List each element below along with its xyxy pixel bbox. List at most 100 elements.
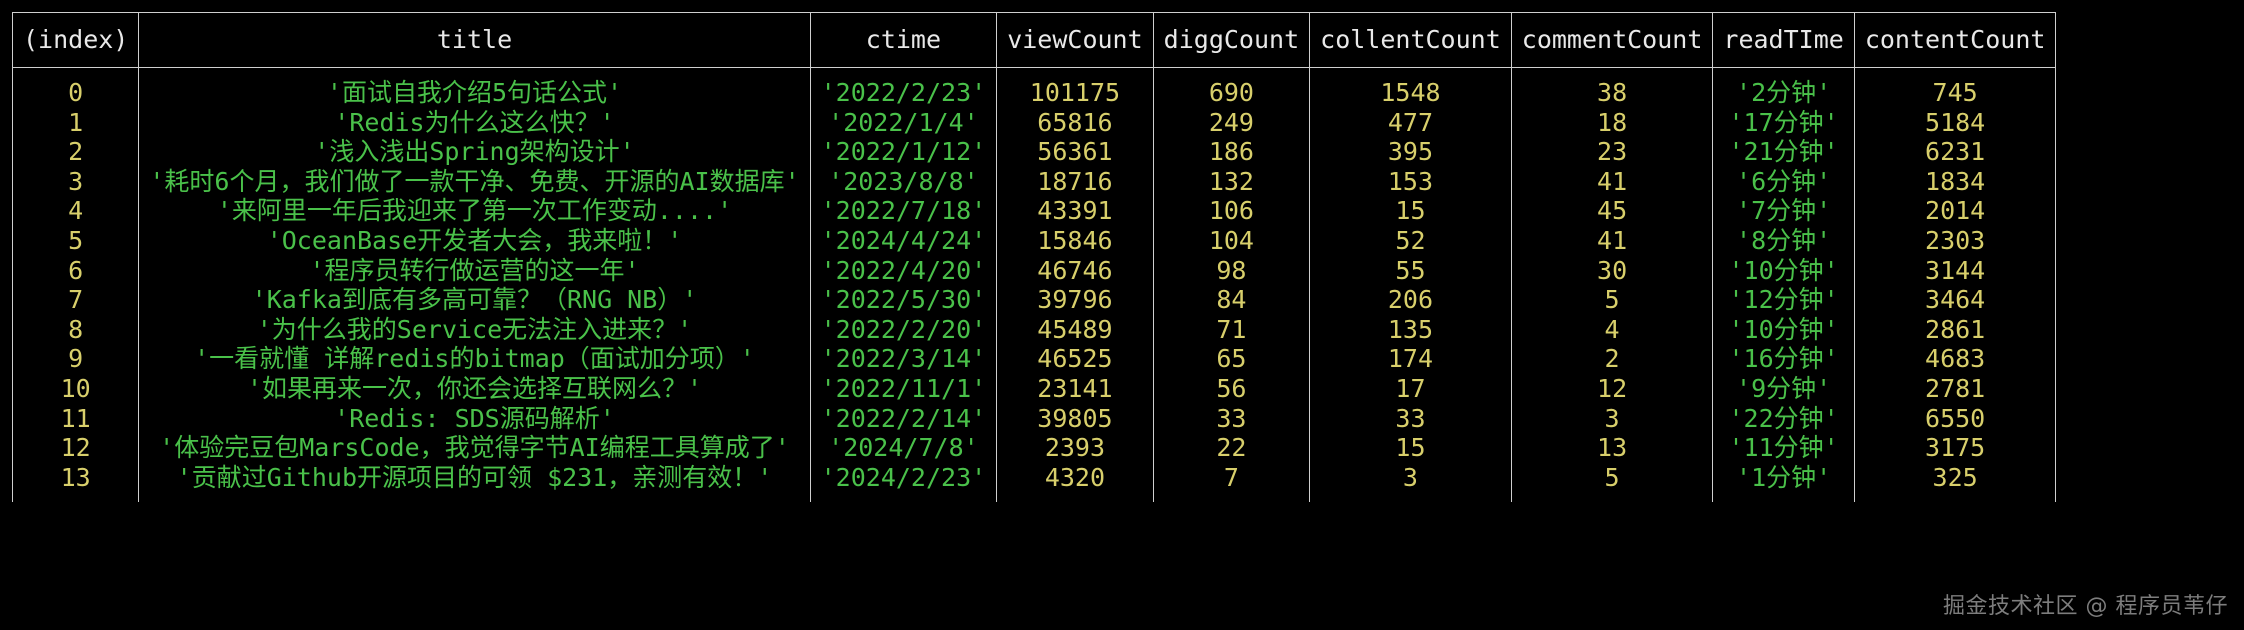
cell-viewcount: 4320: [996, 462, 1154, 503]
cell-commentcount: 3: [1510, 403, 1714, 434]
cell-readtime: '10分钟': [1712, 255, 1855, 286]
cell-contentcount: 4683: [1853, 344, 2057, 374]
cell-readtime: '9分钟': [1712, 373, 1855, 404]
cell-ctime: '2022/2/14': [809, 403, 998, 434]
cell-ctime: '2022/4/20': [809, 255, 998, 286]
cell-viewcount: 18716: [996, 166, 1154, 197]
cell-index: 9: [11, 344, 140, 374]
column-header-readtime[interactable]: readTIme: [1712, 12, 1855, 68]
table-row: 2 '浅入浅出Spring架构设计' '2022/1/12' 56361 186 395 2…: [11, 137, 2057, 167]
cell-ctime: '2024/7/8': [809, 433, 998, 463]
cell-title: '为什么我的Service无法注入进来？': [138, 314, 811, 345]
cell-readtime: '10分钟': [1712, 314, 1855, 345]
cell-ctime: '2022/5/30': [809, 285, 998, 315]
cell-commentcount: 5: [1510, 462, 1714, 503]
cell-collentcount: 206: [1309, 285, 1512, 315]
cell-collentcount: 3: [1309, 462, 1512, 503]
cell-diggcount: 186: [1152, 137, 1311, 167]
cell-viewcount: 15846: [996, 225, 1154, 256]
cell-diggcount: 690: [1152, 67, 1311, 108]
cell-viewcount: 65816: [996, 107, 1154, 138]
cell-viewcount: 43391: [996, 196, 1154, 226]
column-header-title[interactable]: title: [138, 12, 811, 68]
cell-commentcount: 5: [1510, 285, 1714, 315]
cell-ctime: '2024/4/24': [809, 225, 998, 256]
cell-diggcount: 22: [1152, 433, 1311, 463]
table-body: 0 '面试自我介绍5句话公式' '2022/2/23' 101175 690 1548 38…: [11, 67, 2057, 503]
cell-title: 'Kafka到底有多高可靠？（RNG NB）': [138, 285, 811, 315]
cell-viewcount: 2393: [996, 433, 1154, 463]
cell-commentcount: 18: [1510, 107, 1714, 138]
cell-title: '体验完豆包MarsCode，我觉得字节AI编程工具算成了': [138, 433, 811, 463]
cell-viewcount: 46746: [996, 255, 1154, 286]
column-header-collentcount[interactable]: collentCount: [1309, 12, 1512, 68]
cell-index: 0: [11, 67, 140, 108]
cell-viewcount: 23141: [996, 373, 1154, 404]
cell-title: '来阿里一年后我迎来了第一次工作变动....': [138, 196, 811, 226]
cell-readtime: '16分钟': [1712, 344, 1855, 374]
table-row: 10 '如果再来一次，你还会选择互联网么？' '2022/11/1' 23141 56 1…: [11, 373, 2057, 404]
cell-contentcount: 6550: [1853, 403, 2057, 434]
cell-title: 'Redis为什么这么快？': [138, 107, 811, 138]
cell-readtime: '1分钟': [1712, 462, 1855, 503]
cell-commentcount: 4: [1510, 314, 1714, 345]
cell-contentcount: 2861: [1853, 314, 2057, 345]
cell-ctime: '2022/1/4': [809, 107, 998, 138]
cell-contentcount: 6231: [1853, 137, 2057, 167]
column-header-diggcount[interactable]: diggCount: [1152, 12, 1311, 68]
cell-collentcount: 33: [1309, 403, 1512, 434]
cell-viewcount: 56361: [996, 137, 1154, 167]
cell-title: '如果再来一次，你还会选择互联网么？': [138, 373, 811, 404]
table-row: 0 '面试自我介绍5句话公式' '2022/2/23' 101175 690 1548 38…: [11, 67, 2057, 108]
watermark-label: 掘金技术社区 @ 程序员苇仔: [1943, 594, 2228, 619]
table-row: 8 '为什么我的Service无法注入进来？' '2022/2/20' 45489 71…: [11, 314, 2057, 345]
cell-diggcount: 33: [1152, 403, 1311, 434]
cell-index: 8: [11, 314, 140, 345]
table-header: (index) title ctime viewCount diggCount colle…: [11, 12, 2057, 68]
cell-commentcount: 12: [1510, 373, 1714, 404]
cell-diggcount: 98: [1152, 255, 1311, 286]
cell-readtime: '2分钟': [1712, 67, 1855, 108]
column-header-contentcount[interactable]: contentCount: [1853, 12, 2057, 68]
cell-commentcount: 2: [1510, 344, 1714, 374]
cell-collentcount: 52: [1309, 225, 1512, 256]
cell-diggcount: 71: [1152, 314, 1311, 345]
cell-commentcount: 41: [1510, 225, 1714, 256]
cell-ctime: '2022/11/1': [809, 373, 998, 404]
cell-index: 11: [11, 403, 140, 434]
cell-contentcount: 5184: [1853, 107, 2057, 138]
column-header-commentcount[interactable]: commentCount: [1510, 12, 1714, 68]
column-header-index[interactable]: (index): [11, 12, 140, 68]
cell-commentcount: 30: [1510, 255, 1714, 286]
cell-contentcount: 3464: [1853, 285, 2057, 315]
cell-readtime: '17分钟': [1712, 107, 1855, 138]
cell-diggcount: 249: [1152, 107, 1311, 138]
column-header-viewcount[interactable]: viewCount: [996, 12, 1154, 68]
cell-readtime: '22分钟': [1712, 403, 1855, 434]
cell-viewcount: 39805: [996, 403, 1154, 434]
cell-title: 'Redis: SDS源码解析': [138, 403, 811, 434]
cell-readtime: '11分钟': [1712, 433, 1855, 463]
cell-collentcount: 395: [1309, 137, 1512, 167]
table-header-row: (index) title ctime viewCount diggCount colle…: [11, 12, 2057, 68]
cell-title: '一看就懂 详解redis的bitmap（面试加分项）': [138, 344, 811, 374]
cell-collentcount: 1548: [1309, 67, 1512, 108]
cell-ctime: '2022/2/20': [809, 314, 998, 345]
cell-title: 'OceanBase开发者大会，我来啦！': [138, 225, 811, 256]
cell-index: 7: [11, 285, 140, 315]
cell-viewcount: 101175: [996, 67, 1154, 108]
cell-diggcount: 56: [1152, 373, 1311, 404]
table-row: 5 'OceanBase开发者大会，我来啦！' '2024/4/24' 15846 10…: [11, 225, 2057, 256]
column-header-ctime[interactable]: ctime: [809, 12, 998, 68]
cell-readtime: '6分钟': [1712, 166, 1855, 197]
cell-viewcount: 39796: [996, 285, 1154, 315]
cell-title: '浅入浅出Spring架构设计': [138, 137, 811, 167]
cell-contentcount: 325: [1853, 462, 2057, 503]
console-table: (index) title ctime viewCount diggCount colle…: [11, 12, 2057, 503]
cell-diggcount: 104: [1152, 225, 1311, 256]
table-row: 4 '来阿里一年后我迎来了第一次工作变动....' '2022/7/18' 43391…: [11, 196, 2057, 226]
cell-title: '程序员转行做运营的这一年': [138, 255, 811, 286]
table-row: 11 'Redis: SDS源码解析' '2022/2/14' 39805 33 33 3 '…: [11, 403, 2057, 434]
cell-ctime: '2022/3/14': [809, 344, 998, 374]
cell-diggcount: 132: [1152, 166, 1311, 197]
